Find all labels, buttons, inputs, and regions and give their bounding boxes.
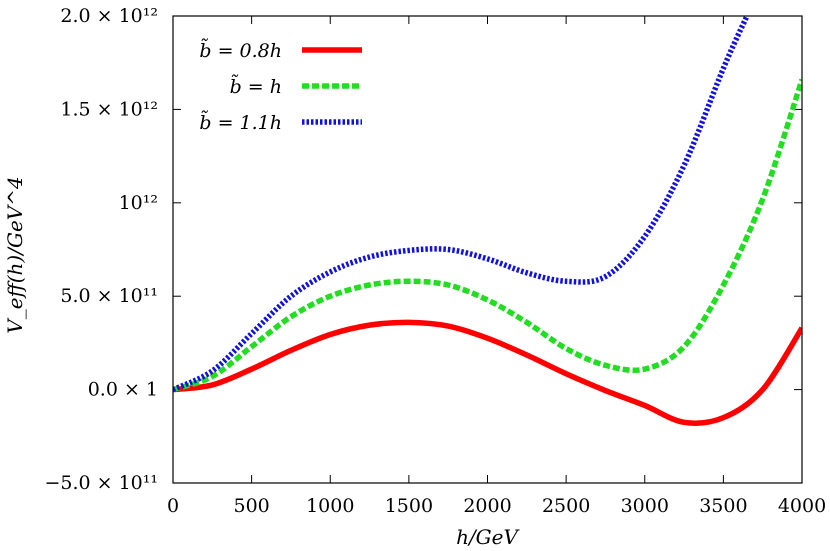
x-tick-label: 1000 bbox=[306, 495, 354, 517]
legend-label-0: b̃ = 0.8h bbox=[199, 39, 282, 62]
x-tick-label: 2500 bbox=[542, 495, 590, 517]
legend-label-2: b̃ = 1.1h bbox=[199, 111, 282, 134]
y-tick-label: 10¹² bbox=[119, 192, 158, 214]
x-tick-label: 3500 bbox=[699, 495, 747, 517]
x-tick-labels: 0 500 1000 1500 2000 2500 3000 3500 4000 bbox=[167, 495, 826, 517]
plot-frame bbox=[172, 15, 803, 484]
y-tick-label: 5.0 × 10¹¹ bbox=[60, 285, 158, 307]
legend-label-1: b̃ = h bbox=[230, 75, 282, 98]
series-line-2 bbox=[173, 16, 750, 393]
x-tick-label: 2000 bbox=[463, 495, 511, 517]
y-tick-labels: −5.0 × 10¹¹ 0.0 × 1 5.0 × 10¹¹ 10¹² 1.5 × 10… bbox=[44, 5, 158, 494]
x-tick-label: 3000 bbox=[621, 495, 669, 517]
y-tick-label: −5.0 × 10¹¹ bbox=[44, 472, 158, 494]
y-tick-label: 1.5 × 10¹² bbox=[60, 98, 158, 120]
y-tick-label: 2.0 × 10¹² bbox=[60, 5, 158, 27]
x-tick-label: 1500 bbox=[385, 495, 433, 517]
x-axis-label: h/GeV bbox=[456, 525, 520, 549]
x-tick-label: 500 bbox=[233, 495, 269, 517]
series-line-1 bbox=[173, 78, 802, 393]
x-tick-label: 0 bbox=[167, 495, 179, 517]
series-layer bbox=[173, 16, 802, 426]
x-tick-label: 4000 bbox=[778, 495, 826, 517]
y-tick-label: 0.0 × 1 bbox=[88, 379, 158, 401]
y-axis-label: V_eff(h)/GeV^4 bbox=[3, 176, 27, 333]
series-line-0 bbox=[173, 319, 802, 426]
legend: b̃ = 0.8h b̃ = h b̃ = 1.1h bbox=[199, 39, 362, 134]
